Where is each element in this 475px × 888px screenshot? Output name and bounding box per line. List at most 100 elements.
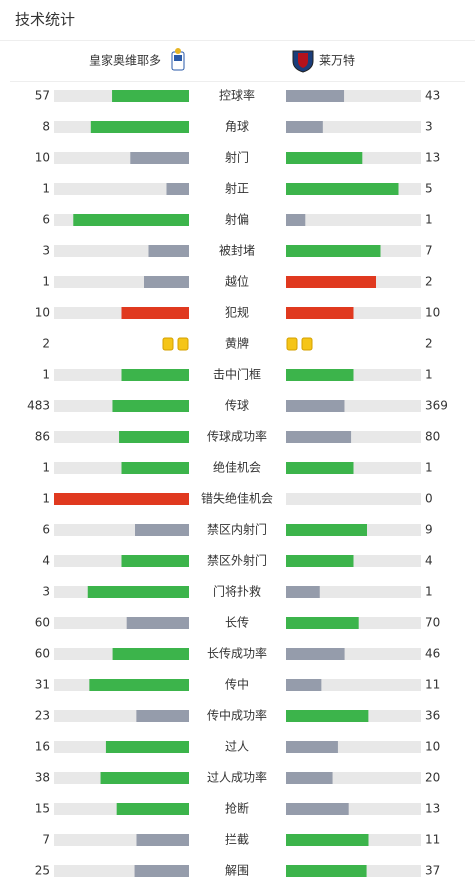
home-bar [121,555,189,567]
stat-label: 射正 [225,181,249,196]
away-bar [286,152,363,164]
home-card [177,337,189,351]
away-value: 43 [425,89,440,103]
home-value: 1 [42,275,50,289]
home-value: 38 [35,771,50,785]
home-value: 31 [35,678,50,692]
away-card [286,337,298,351]
home-value: 1 [42,368,50,382]
away-value: 10 [425,740,440,754]
stat-label: 门将扑救 [213,584,261,599]
away-value: 2 [425,275,433,289]
away-bar [286,462,354,474]
away-value: 46 [425,647,440,661]
home-bar [89,679,189,691]
stat-label: 射门 [225,150,249,165]
away-bar [286,307,354,319]
home-bar [112,400,189,412]
home-bar [144,276,189,288]
home-bar [130,152,189,164]
away-value: 13 [425,802,440,816]
home-value: 4 [42,554,50,568]
home-value: 57 [35,89,50,103]
home-logo [171,48,185,71]
stat-label: 犯规 [225,305,249,320]
away-value: 4 [425,554,433,568]
home-value: 23 [35,709,50,723]
home-value: 1 [42,492,50,506]
stat-label: 拦截 [225,833,249,847]
stat-label: 黄牌 [225,337,249,351]
stat-label: 传中 [225,677,249,692]
home-value: 15 [35,802,50,816]
home-value: 2 [42,337,50,351]
home-bar [148,245,189,257]
home-bar [136,710,189,722]
stat-label: 传球 [225,398,249,413]
away-bar [286,834,369,846]
stat-label: 禁区内射门 [207,522,267,537]
away-bar [286,90,345,102]
away-team: 莱万特 [319,53,355,68]
away-bar [286,710,369,722]
away-bar [286,617,359,629]
home-value: 10 [35,151,50,165]
away-value: 11 [425,833,440,847]
home-bar [105,741,189,753]
stat-label: 越位 [225,274,249,289]
bar-track [286,493,421,505]
home-bar [119,431,189,443]
away-value: 3 [425,120,433,134]
away-value: 2 [425,337,433,351]
away-value: 80 [425,430,440,444]
home-bar [116,803,189,815]
away-value: 369 [425,399,448,413]
away-bar [286,369,354,381]
away-value: 0 [425,492,433,506]
stat-label: 射偏 [225,212,249,227]
stat-label: 角球 [225,120,249,134]
home-bar [136,834,189,846]
away-bar [286,431,352,443]
home-value: 483 [27,399,50,413]
stat-label: 被封堵 [219,244,255,258]
away-value: 70 [425,616,440,630]
home-bar [112,648,189,660]
panel-title: 技术统计 [15,11,75,29]
stat-label: 过人成功率 [207,770,267,785]
away-bar [286,121,323,133]
stat-label: 控球率 [219,88,255,103]
away-bar [286,648,345,660]
home-value: 8 [42,120,50,134]
home-value: 6 [42,523,50,537]
away-value: 5 [425,182,433,196]
away-bar [286,803,349,815]
stat-label: 长传成功率 [207,646,267,661]
away-value: 1 [425,213,433,227]
away-bar [286,741,338,753]
away-value: 11 [425,678,440,692]
away-bar [286,679,322,691]
home-team: 皇家奥维耶多 [89,53,161,68]
away-bar [286,245,381,257]
stat-label: 击中门框 [213,367,261,382]
away-bar [286,772,333,784]
home-value: 16 [35,740,50,754]
away-bar [286,524,367,536]
away-bar [286,276,376,288]
away-value: 9 [425,523,433,537]
home-card [162,337,174,351]
home-value: 60 [35,647,50,661]
away-value: 13 [425,151,440,165]
home-value: 25 [35,864,50,878]
home-value: 7 [42,833,50,847]
home-bar [135,524,189,536]
stat-label: 错失绝佳机会 [201,491,273,506]
away-bar [286,214,306,226]
away-value: 36 [425,709,440,723]
away-bar [286,400,345,412]
home-bar [54,493,189,505]
home-value: 86 [35,430,50,444]
away-bar [286,183,399,195]
